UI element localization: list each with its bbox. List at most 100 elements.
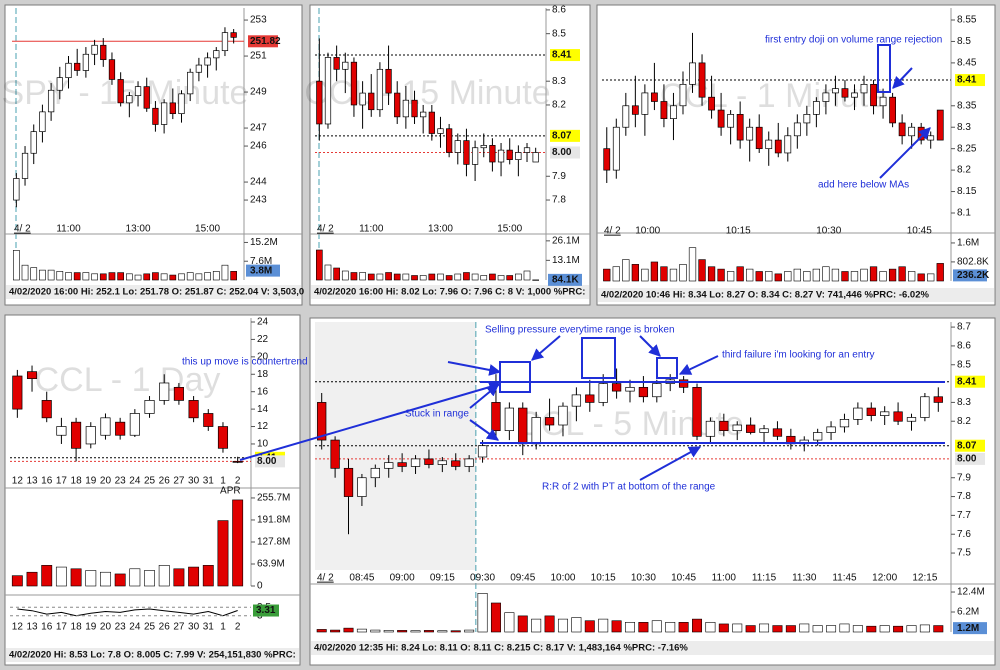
volume-bar	[612, 266, 620, 282]
volume-bar	[100, 571, 111, 587]
volume-bar	[860, 268, 868, 282]
volume-bar	[178, 273, 185, 281]
volume-bar	[129, 568, 141, 587]
x-tick-label: 08:45	[349, 573, 374, 584]
candle-body	[692, 386, 702, 437]
volume-bar	[56, 271, 64, 281]
volume-bar	[454, 273, 462, 281]
volume-bar	[359, 272, 366, 281]
candle-body	[464, 458, 474, 467]
volume-bar	[376, 273, 384, 281]
month-label: APR	[220, 486, 241, 497]
y-tick-label: 14	[257, 404, 269, 415]
volume-bar	[144, 570, 155, 587]
annotation: Stuck in range	[405, 409, 469, 420]
volume-tag	[548, 273, 582, 286]
volume-bar	[678, 622, 689, 633]
candle-body	[477, 445, 488, 458]
y-tick-label: 8.1	[957, 208, 971, 219]
candle-body	[134, 86, 142, 97]
volume-bar	[428, 273, 436, 281]
candle-body	[178, 93, 185, 115]
x-tick-label: 19	[85, 622, 97, 633]
volume-bar	[316, 629, 327, 633]
y-tick-label: 24	[257, 317, 269, 328]
candle-body	[217, 426, 229, 449]
volume-bar	[330, 629, 341, 633]
volume-bar	[480, 275, 488, 281]
level-tag	[550, 146, 580, 159]
watermark: CCL - 1 Day	[35, 361, 221, 399]
candle-body	[195, 64, 203, 73]
x-tick-label: 13:00	[126, 224, 151, 235]
annotation: first entry doji on volume range rejecti…	[765, 35, 942, 46]
candle-body	[638, 386, 649, 398]
volume-bar	[11, 575, 23, 587]
volume-bar	[515, 273, 522, 281]
candle-body	[504, 407, 515, 432]
volume-tick-label: 6.2M	[957, 607, 979, 618]
candle-body	[316, 80, 323, 125]
candle-body	[491, 402, 501, 432]
y-tick-label: 244	[250, 177, 267, 188]
x-tick-label: 17	[56, 622, 68, 633]
x-tick-label: 10:30	[631, 573, 656, 584]
candle-body	[727, 114, 735, 128]
volume-tag	[953, 269, 987, 282]
volume-bar	[419, 275, 427, 281]
x-tick-label: 1	[220, 476, 226, 487]
candle-body	[598, 383, 608, 403]
level-tag-label: 8.00	[257, 456, 277, 467]
candle-body	[679, 83, 687, 107]
volume-bar	[350, 272, 358, 281]
y-tick-label: 10	[257, 439, 269, 450]
candle-body	[187, 71, 194, 95]
volume-bar	[437, 630, 448, 633]
candle-body	[446, 128, 453, 153]
volume-bar	[611, 620, 622, 633]
level-tag-label: 8.00	[552, 147, 572, 158]
candle-body	[717, 109, 725, 128]
arrow	[239, 381, 502, 461]
candle-body	[933, 396, 943, 403]
x-tick-label: 12	[12, 476, 24, 487]
volume-bar	[464, 629, 475, 633]
candle-body	[523, 147, 531, 153]
volume-bar	[919, 624, 930, 633]
volume-bar	[571, 617, 582, 633]
level-tag	[248, 35, 278, 48]
y-tick-label: 8.45	[957, 58, 977, 69]
candle-body	[91, 44, 98, 55]
x-tick-label: 10:15	[726, 226, 751, 237]
candle-body	[213, 50, 220, 59]
candle-body	[169, 102, 176, 115]
candle-body	[56, 77, 63, 91]
candle-body	[652, 383, 662, 398]
volume-bar	[799, 623, 810, 633]
volume-bar	[85, 570, 97, 587]
info-bar	[598, 288, 994, 302]
x-tick-label: 31	[203, 476, 215, 487]
candle-body	[152, 107, 159, 125]
x-tick-label: 10:45	[671, 573, 696, 584]
candle-body	[832, 88, 839, 94]
volume-bar	[126, 273, 133, 281]
volume-bar	[517, 615, 528, 633]
volume-bar	[370, 629, 381, 633]
volume-bar	[73, 272, 81, 281]
candle-body	[893, 411, 903, 422]
volume-bar	[625, 622, 635, 633]
annotation: add here below MAs	[818, 180, 909, 191]
candle-body	[906, 417, 917, 422]
candle-body	[585, 394, 595, 403]
volume-bar	[230, 271, 237, 281]
y-tick-label: 8.6	[552, 5, 566, 16]
level-tag	[550, 49, 580, 62]
volume-bar	[850, 271, 859, 282]
volume-bar	[385, 272, 392, 281]
x-tick-label: 09:00	[390, 573, 415, 584]
highlight-box	[581, 337, 616, 379]
volume-bar	[13, 250, 20, 281]
candle-body	[41, 400, 52, 419]
x-tick-label: 26	[159, 622, 171, 633]
